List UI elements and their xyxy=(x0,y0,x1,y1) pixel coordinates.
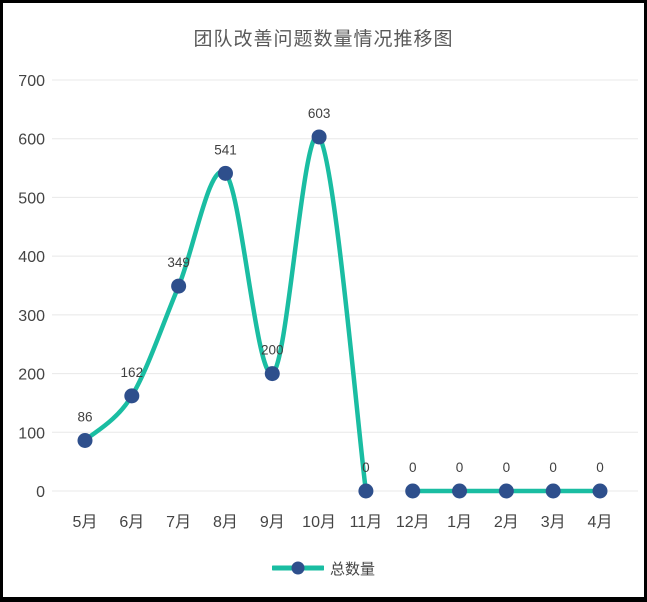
x-tick-label: 4月 xyxy=(588,514,613,531)
data-point-marker xyxy=(171,278,187,294)
data-point-marker xyxy=(217,165,233,181)
data-point-marker xyxy=(498,483,514,499)
data-label: 162 xyxy=(121,365,144,380)
x-tick-label: 2月 xyxy=(494,514,519,531)
data-label: 0 xyxy=(362,460,370,475)
window-border-right xyxy=(644,0,647,602)
data-point-marker xyxy=(264,366,280,382)
data-label: 0 xyxy=(549,460,557,475)
y-tick-label: 100 xyxy=(18,425,45,442)
data-label: 86 xyxy=(77,410,92,425)
window-border-left xyxy=(0,0,3,602)
window-border-top xyxy=(0,0,647,3)
y-tick-label: 200 xyxy=(18,367,45,384)
x-tick-label: 7月 xyxy=(166,514,191,531)
y-tick-label: 500 xyxy=(18,190,45,207)
legend-line-marker-icon xyxy=(271,561,324,575)
data-point-marker xyxy=(77,433,93,449)
y-axis-labels: 0 100 200 300 400 500 600 700 xyxy=(18,73,45,501)
data-label: 0 xyxy=(596,460,604,475)
data-label: 541 xyxy=(214,142,237,157)
x-tick-label: 12月 xyxy=(396,514,430,531)
window-border-bottom xyxy=(0,597,647,602)
legend: 总数量 xyxy=(0,556,647,580)
x-tick-label: 10月 xyxy=(302,514,336,531)
x-tick-label: 6月 xyxy=(119,514,144,531)
y-tick-label: 700 xyxy=(18,73,45,90)
data-labels: 86 162 349 541 200 603 0 0 0 0 0 0 xyxy=(77,106,603,475)
x-tick-label: 1月 xyxy=(447,514,472,531)
data-point-markers xyxy=(77,129,608,499)
series-line-segment xyxy=(82,133,369,494)
data-label: 0 xyxy=(503,460,511,475)
x-tick-label: 5月 xyxy=(73,514,98,531)
data-point-marker xyxy=(358,483,374,499)
y-tick-label: 0 xyxy=(36,484,45,501)
data-point-marker xyxy=(405,483,421,499)
data-point-marker xyxy=(124,388,140,404)
data-point-marker xyxy=(545,483,561,499)
series-line xyxy=(82,133,603,494)
gridlines xyxy=(52,79,638,492)
data-label: 0 xyxy=(456,460,464,475)
data-point-marker xyxy=(592,483,608,499)
x-tick-label: 11月 xyxy=(350,514,383,531)
x-tick-label: 3月 xyxy=(541,514,566,531)
y-tick-label: 400 xyxy=(18,249,45,266)
data-label: 0 xyxy=(409,460,417,475)
data-point-marker xyxy=(452,483,468,499)
y-tick-label: 600 xyxy=(18,132,45,149)
chart-title: 团队改善问题数量情况推移图 xyxy=(193,29,454,50)
y-tick-label: 300 xyxy=(18,308,45,325)
data-label: 349 xyxy=(167,255,190,270)
data-label: 603 xyxy=(308,106,331,121)
x-axis-labels: 5月 6月 7月 8月 9月 10月 11月 12月 1月 2月 3月 4月 xyxy=(73,514,613,531)
data-point-marker xyxy=(311,129,327,145)
data-label: 200 xyxy=(261,343,284,358)
legend-label: 总数量 xyxy=(329,560,375,578)
x-tick-label: 8月 xyxy=(213,514,238,531)
x-tick-label: 9月 xyxy=(260,514,285,531)
